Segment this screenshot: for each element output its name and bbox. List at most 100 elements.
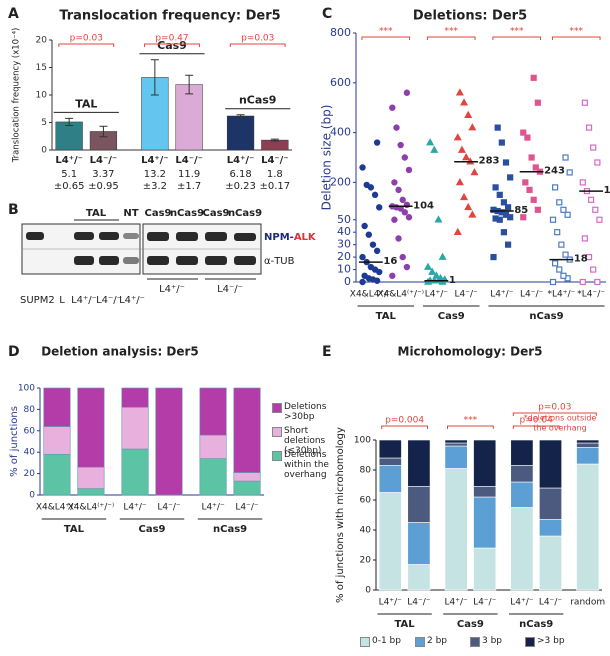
- point: [399, 253, 406, 261]
- y-tick-label: 100: [18, 384, 35, 394]
- point: [462, 153, 471, 161]
- y-tick-label: 20: [337, 250, 351, 263]
- point: [526, 186, 533, 193]
- band: [234, 256, 256, 265]
- x-tick-label: X4&L4⁺/⁻: [36, 503, 78, 513]
- legend-swatch: [272, 427, 282, 437]
- value-label: 6.18: [229, 169, 251, 180]
- lane-label: L4⁺/⁻: [71, 295, 97, 306]
- x-tick-label: L4⁺/⁻: [490, 290, 514, 300]
- y-axis-label: % of junctions: [9, 406, 20, 477]
- legend-item: Deletions within the overhang: [272, 450, 340, 480]
- value-label: 5.1: [61, 169, 77, 180]
- legend-swatch: [525, 637, 535, 647]
- chart-title: Deletions: Der5: [413, 9, 527, 24]
- bar-segment: [539, 487, 562, 520]
- bracket: [512, 412, 597, 416]
- significance-label: p=0.04: [520, 416, 554, 426]
- bar-segment: [444, 442, 468, 447]
- y-tick-label: 60: [24, 426, 36, 436]
- point: [552, 184, 559, 191]
- y-tick-label: 40: [360, 526, 372, 536]
- point: [594, 159, 601, 166]
- point: [560, 272, 567, 279]
- point: [504, 241, 512, 248]
- legend-swatch: [272, 403, 282, 413]
- band: [123, 257, 139, 264]
- bar: [261, 139, 289, 151]
- point: [403, 89, 411, 96]
- point: [359, 253, 366, 261]
- x-tick-label: L4⁻/⁻: [235, 503, 259, 513]
- point: [393, 124, 400, 131]
- legend-swatch: [470, 637, 480, 647]
- point: [359, 278, 366, 286]
- y-tick-label: 400: [330, 126, 351, 139]
- point: [498, 139, 505, 146]
- bar-segment: [510, 465, 534, 483]
- point: [520, 214, 527, 221]
- point: [455, 177, 464, 186]
- point: [494, 124, 501, 131]
- bar-segment: [199, 458, 227, 496]
- point: [528, 154, 535, 161]
- point: [376, 204, 383, 211]
- bar-segment: [510, 507, 534, 591]
- y-tick-label: 200: [330, 175, 351, 188]
- point: [432, 271, 441, 279]
- point: [596, 216, 603, 223]
- point: [369, 241, 377, 248]
- significance-label: ***: [379, 27, 393, 37]
- x-tick-label: X4&L4⁺/⁻: [350, 290, 392, 300]
- point: [455, 88, 464, 96]
- group-label: TAL: [395, 619, 416, 630]
- point: [566, 169, 573, 176]
- panel-letter: C: [322, 6, 332, 22]
- error-bar: [150, 59, 159, 96]
- bracket: [229, 43, 286, 47]
- bar-segment: [539, 439, 562, 489]
- band: [176, 232, 198, 241]
- legend-label: 0-1 bp: [372, 636, 401, 646]
- legend-item: >3 bp: [525, 636, 579, 648]
- bar-segment: [43, 387, 71, 427]
- y-axis-label: % of junctions with microhomology: [335, 427, 346, 603]
- point: [579, 278, 586, 286]
- point: [556, 266, 563, 273]
- bar-segment: [199, 387, 227, 436]
- x-tick-label: L4⁺/⁻: [201, 503, 225, 513]
- panel-letter: B: [8, 202, 19, 218]
- group-label: TAL: [376, 311, 397, 322]
- point: [581, 235, 588, 242]
- legend-label: Deletions within the overhang: [284, 450, 329, 480]
- bar-segment: [444, 468, 468, 591]
- point: [588, 196, 595, 203]
- lane-label: L4⁺/⁻: [119, 295, 145, 306]
- bar-segment: [510, 481, 534, 508]
- significance-label: ***: [444, 27, 458, 37]
- point: [434, 215, 443, 223]
- legend-swatch: [272, 451, 282, 461]
- x-tick-label: L4⁻/⁻: [539, 598, 563, 608]
- point: [430, 145, 439, 153]
- point: [579, 179, 586, 186]
- point: [594, 278, 601, 286]
- lane-label: L4⁺/⁻: [159, 284, 185, 295]
- point: [401, 154, 409, 161]
- lane-label: Cas9: [203, 208, 230, 219]
- x-tick-label: L4⁻/⁻: [175, 155, 203, 166]
- median-label: 18: [574, 254, 588, 265]
- x-tick-label: *L4⁺/⁻: [547, 290, 575, 300]
- bracket: [492, 36, 542, 40]
- group-label: nCas9: [213, 524, 247, 535]
- point: [438, 252, 447, 260]
- x-tick-label: L4⁻/⁻: [157, 503, 181, 513]
- point: [464, 110, 473, 118]
- error-label: ±1.7: [177, 181, 201, 192]
- lane-label: nCas9: [228, 208, 262, 219]
- y-tick-label: 100: [354, 436, 371, 446]
- lane-label: nCas9: [170, 208, 204, 219]
- band: [99, 232, 119, 240]
- point: [534, 99, 541, 106]
- x-tick-label: L4⁻/⁻: [261, 155, 289, 166]
